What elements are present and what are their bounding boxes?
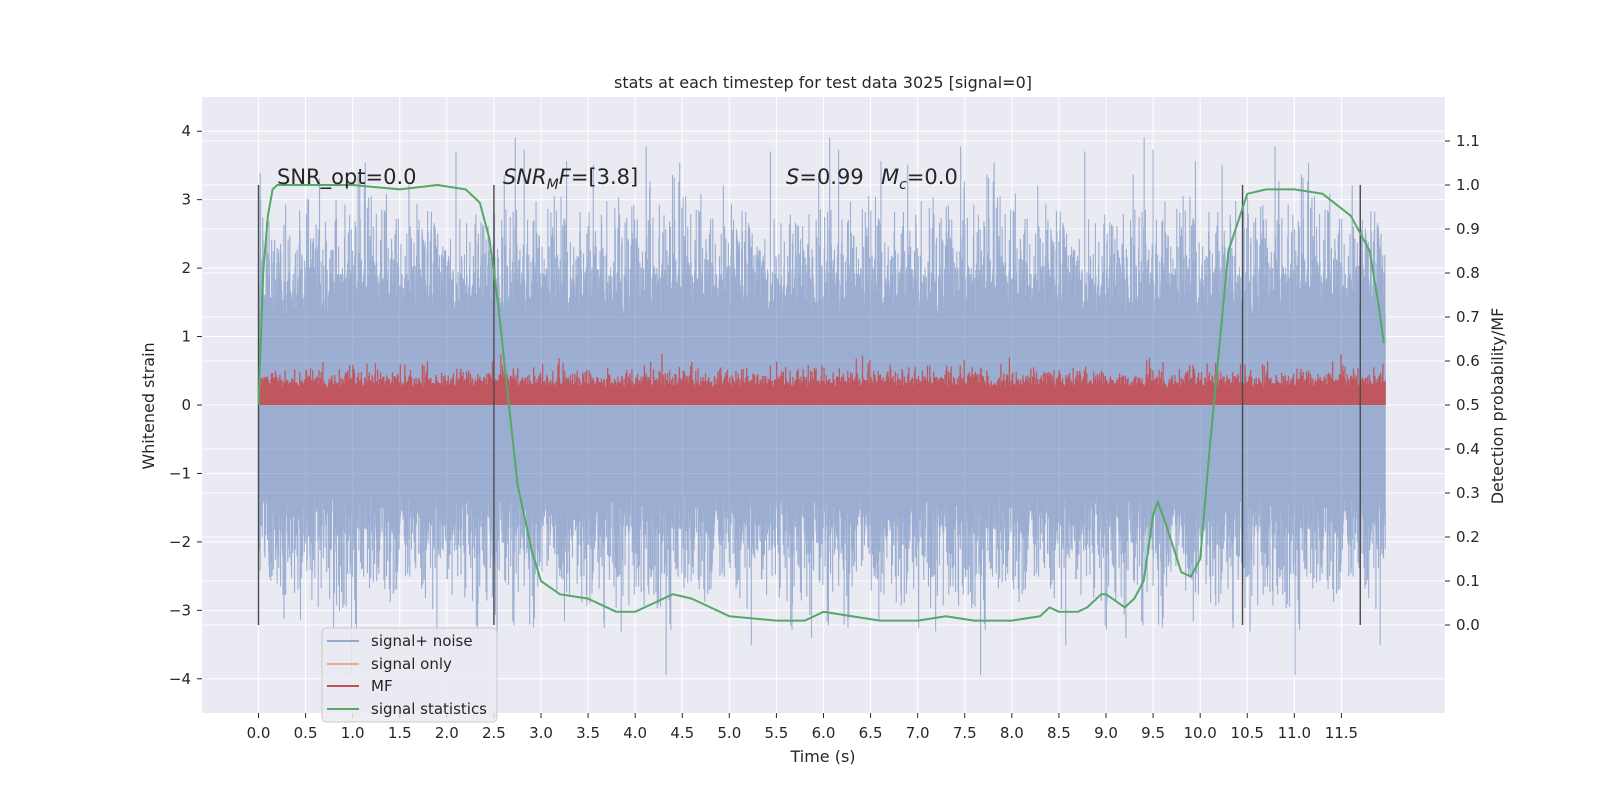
snr-mf-symbol: SNR — [503, 165, 547, 189]
x-tick-label: 4.0 — [623, 724, 647, 742]
x-tick-label: 3.0 — [529, 724, 553, 742]
x-tick-label: 8.5 — [1047, 724, 1071, 742]
y-right-tick-label: 0.8 — [1456, 264, 1480, 282]
y-right-tick-label: 0.9 — [1456, 220, 1480, 238]
mc-subscript: c — [899, 177, 907, 193]
chart-title: stats at each timestep for test data 302… — [614, 73, 1032, 92]
signal-statistics-line — [257, 184, 1385, 622]
y-left-tick-label: 0 — [181, 396, 191, 414]
annotation-snr-mf: SNRMF=[3.8] — [503, 165, 638, 193]
x-tick-label: 2.5 — [482, 724, 506, 742]
y-left-axis-label: Whitened strain — [139, 342, 158, 469]
x-tick-label: 10.5 — [1231, 724, 1264, 742]
y-right-tick-label: 0.1 — [1456, 572, 1480, 590]
x-tick-label: 0.5 — [294, 724, 318, 742]
x-tick-label: 4.5 — [670, 724, 694, 742]
x-tick-label: 7.5 — [953, 724, 977, 742]
x-tick-label: 9.0 — [1094, 724, 1118, 742]
y-right-tick-label: 0.2 — [1456, 528, 1480, 546]
y-right-tick-label: 1.0 — [1456, 176, 1480, 194]
legend-label-mf: MF — [371, 677, 393, 695]
x-tick-label: 1.0 — [341, 724, 365, 742]
y-left-axis-ticks: 4 3 2 1 0 −1 −2 −3 −4 — [169, 122, 202, 688]
y-left-tick-label: −2 — [169, 533, 191, 551]
x-tick-label: 11.0 — [1278, 724, 1311, 742]
snr-mf-subscript: M — [547, 177, 559, 193]
x-tick-label: 5.0 — [717, 724, 741, 742]
s-value: =0.99 — [799, 165, 863, 189]
y-right-tick-label: 0.6 — [1456, 352, 1480, 370]
annotation-snr-opt: SNR_opt=0.0 — [277, 165, 417, 190]
x-tick-label: 3.5 — [576, 724, 600, 742]
x-tick-label: 11.5 — [1325, 724, 1358, 742]
x-tick-label: 8.0 — [1000, 724, 1024, 742]
y-right-tick-label: 0.3 — [1456, 484, 1480, 502]
snr-mf-symbol-f: F — [559, 165, 572, 189]
y-left-tick-label: 2 — [181, 259, 191, 277]
x-axis-label: Time (s) — [789, 747, 855, 766]
y-left-tick-label: 4 — [181, 122, 191, 140]
legend-label-stats: signal statistics — [371, 700, 487, 718]
y-left-tick-label: 3 — [181, 191, 191, 209]
x-tick-label: 2.0 — [435, 724, 459, 742]
y-left-tick-label: 1 — [181, 328, 191, 346]
x-tick-label: 6.5 — [859, 724, 883, 742]
signal-statistics-trace — [257, 184, 1385, 622]
legend: signal+ noise signal only MF signal stat… — [321, 627, 498, 723]
snr-mf-value: =[3.8] — [571, 165, 638, 189]
y-right-axis-ticks: 1.1 1.0 0.9 0.8 0.7 0.6 0.5 0.4 0.3 0.2 0.1 0.0 — [1445, 132, 1480, 634]
annotation-s: S=0.99 — [786, 165, 864, 189]
y-right-tick-label: 1.1 — [1456, 132, 1480, 150]
y-left-tick-label: −3 — [169, 601, 191, 619]
mc-value: =0.0 — [907, 165, 958, 189]
legend-label-noise: signal+ noise — [371, 632, 473, 650]
x-tick-label: 7.0 — [906, 724, 930, 742]
y-right-tick-label: 0.4 — [1456, 440, 1480, 458]
x-tick-label: 9.5 — [1141, 724, 1165, 742]
y-left-tick-label: −1 — [169, 464, 191, 482]
x-tick-label: 1.5 — [388, 724, 412, 742]
x-tick-label: 10.0 — [1183, 724, 1216, 742]
y-right-tick-label: 0.0 — [1456, 616, 1480, 634]
mc-symbol: M — [881, 165, 899, 189]
s-symbol: S — [786, 165, 799, 189]
x-axis-ticks: 0.0 0.5 1.0 1.5 2.0 2.5 3.0 3.5 4.0 4.5 5.0 5.5 6.0 6… — [247, 713, 1358, 742]
legend-box — [321, 627, 498, 723]
annotation-mc: Mc=0.0 — [881, 165, 958, 193]
x-tick-label: 0.0 — [247, 724, 271, 742]
y-right-tick-label: 0.5 — [1456, 396, 1480, 414]
y-right-tick-label: 0.7 — [1456, 308, 1480, 326]
legend-label-signal: signal only — [371, 655, 452, 673]
x-tick-label: 6.0 — [812, 724, 836, 742]
y-left-tick-label: −4 — [169, 670, 191, 688]
x-tick-label: 5.5 — [764, 724, 788, 742]
y-right-axis-label: Detection probability/MF — [1488, 308, 1507, 505]
